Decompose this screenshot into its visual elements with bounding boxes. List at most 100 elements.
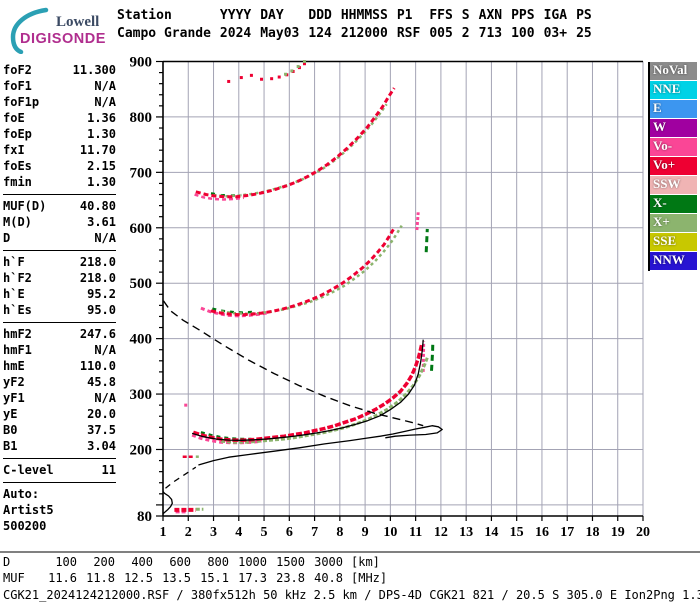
header-col-label: DDD <box>308 8 332 23</box>
muf-row-unit: [km] <box>351 555 380 569</box>
param-label: foE <box>3 111 25 125</box>
param-row-b1: B1 3.04 <box>3 438 116 454</box>
header-col-ddd: DDD 124 <box>308 7 331 43</box>
trace-dot-f4-green-dots <box>290 69 294 73</box>
param-row-b0: B0 37.5 <box>3 422 116 438</box>
muf-table-row-muf: MUF 11.6 11.8 12.5 13.5 15.1 17.3 23.8 40.8 [MHz] <box>3 571 700 587</box>
param-row-ye: yE 20.0 <box>3 406 116 422</box>
muf-row-value: 40.8 <box>314 570 343 585</box>
header-col-label: AXN <box>478 8 503 23</box>
header-col-p1: P1 RSF <box>397 7 420 43</box>
header-col-value: 2 <box>461 26 470 41</box>
muf-row-value: 11.8 <box>86 570 115 585</box>
param-value: 45.8 <box>87 375 116 389</box>
param-value: 11.70 <box>79 143 116 157</box>
param-value: 1.30 <box>87 175 116 189</box>
header-col-value: 100 <box>511 26 535 41</box>
legend-item-nne: NNE <box>650 81 697 99</box>
trace-dot-f4-red-dots <box>270 77 274 81</box>
param-label: MUF(D) <box>3 199 47 213</box>
param-label: hmF1 <box>3 343 32 357</box>
header-col-label: PS <box>576 8 592 23</box>
trace-profile-topside-dashed <box>162 300 424 427</box>
header-col-pps: PPS 100 <box>511 7 534 43</box>
param-separator <box>3 482 116 483</box>
x-axis-tick-label: 16 <box>535 525 549 540</box>
param-label: h`E <box>3 287 25 301</box>
muf-row-value: 400 <box>131 555 153 569</box>
param-row-foes: foEs 2.15 <box>3 158 116 174</box>
param-label: D <box>3 231 11 245</box>
legend-item-nnw: NNW <box>650 252 697 270</box>
trace-profile-valley-dashed <box>165 466 197 489</box>
param-label: yE <box>3 407 18 421</box>
header-col-axn: AXN 713 <box>479 7 502 43</box>
trace-f1-pink <box>191 433 262 445</box>
x-axis-tick-label: 15 <box>510 525 524 540</box>
legend-item-ssw: SSW <box>650 176 697 194</box>
param-footer-line: Artist5 <box>3 503 54 517</box>
y-axis-tick-label: 900 <box>130 55 153 71</box>
muf-row-value: 3000 <box>314 555 343 569</box>
param-footer-line: Auto: <box>3 487 40 501</box>
lowell-digisonde-logo: Lowell DIGISONDE <box>4 4 122 54</box>
trace-f2-pink-tip <box>415 212 420 231</box>
logo-text-digisonde: DIGISONDE <box>20 31 106 47</box>
x-axis-tick-label: 2 <box>185 525 192 540</box>
x-axis-tick-label: 11 <box>409 525 422 540</box>
muf-row-value: 600 <box>169 555 191 569</box>
y-axis-tick-label: 800 <box>130 110 153 126</box>
param-separator <box>3 458 116 459</box>
trace-dot-f4-green-dots <box>302 60 306 63</box>
param-value: 3.04 <box>87 439 116 453</box>
legend-item-x+: X+ <box>650 214 697 232</box>
trace-dot-f4-red-dots <box>277 75 281 79</box>
param-separator <box>3 322 116 323</box>
x-axis-tick-label: 12 <box>434 525 448 540</box>
header-col-label: IGA <box>543 8 568 23</box>
file-info: CGK21_2024124212000.RSF / 380fx512h 50 k… <box>3 588 700 602</box>
muf-row-value: 15.1 <box>200 570 229 585</box>
parameter-panel: foF2 11.300 foF1 N/A foF1p N/A foE 1.36 foEp 1.30… <box>3 62 116 534</box>
x-axis-tick-label: 13 <box>459 525 473 540</box>
legend-item-sse: SSE <box>650 233 697 251</box>
param-value: 218.0 <box>79 271 116 285</box>
trace-f2-darkgreen-tip <box>424 228 429 253</box>
trace-dot-f4-red-dots <box>249 73 253 77</box>
y-axis-tick-label: 80 <box>137 509 152 525</box>
header-col-label: FFS <box>429 8 453 23</box>
param-value: 11.300 <box>72 63 116 77</box>
header-col-label: HHMMSS <box>340 8 388 23</box>
muf-row-value: 100 <box>55 555 77 569</box>
muf-row-value: 23.8 <box>276 570 305 585</box>
trace-profile-bottomside <box>198 425 443 466</box>
param-value: 3.61 <box>87 215 116 229</box>
trace-dot-f4-red-dots <box>227 79 231 83</box>
trace-profile-e-parabola <box>162 491 173 515</box>
param-row-hme: hmE 110.0 <box>3 358 116 374</box>
header-col-label: YYYY <box>219 8 252 23</box>
param-value: N/A <box>94 79 116 93</box>
x-axis-tick-label: 3 <box>210 525 217 540</box>
muf-row-value: 11.6 <box>48 570 77 585</box>
x-axis-tick-label: 20 <box>636 525 650 540</box>
param-row-fof2: foF2 11.300 <box>3 62 116 78</box>
param-label: fmin <box>3 175 32 189</box>
param-label: foF2 <box>3 63 32 77</box>
param-footer-line: 500200 <box>3 519 47 533</box>
header-col-value: 713 <box>478 26 503 41</box>
param-row-md: M(D) 3.61 <box>3 214 116 230</box>
legend-item-e: E <box>650 100 697 118</box>
param-label: foF1p <box>3 95 40 109</box>
y-axis-tick-label: 200 <box>130 442 153 458</box>
header-col-label: PPS <box>511 8 535 23</box>
param-row-yf1: yF1 N/A <box>3 390 116 406</box>
header-col-value: Campo Grande <box>117 26 211 41</box>
param-label: yF2 <box>3 375 25 389</box>
trace-f1-darkgreen-tip <box>430 343 435 371</box>
param-value: 37.5 <box>87 423 116 437</box>
header-col-hhmmss: HHMMSS 212000 <box>341 7 388 43</box>
